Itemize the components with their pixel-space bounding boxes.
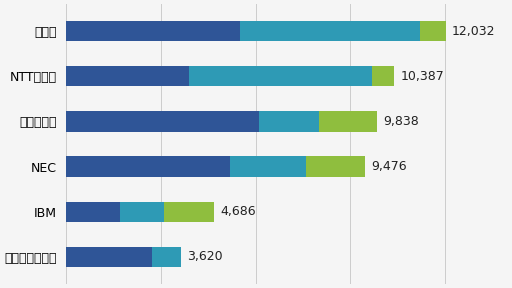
Bar <box>259 111 318 132</box>
Bar <box>164 202 214 222</box>
Bar <box>306 156 365 177</box>
Bar <box>67 111 259 132</box>
Bar <box>67 21 240 41</box>
Bar <box>372 66 394 86</box>
Text: 12,032: 12,032 <box>452 25 496 38</box>
Bar <box>189 66 372 86</box>
Text: 4,686: 4,686 <box>221 205 256 218</box>
Bar <box>419 21 446 41</box>
Bar <box>120 202 164 222</box>
Bar <box>67 66 189 86</box>
Text: 10,387: 10,387 <box>400 70 444 83</box>
Bar <box>67 247 152 267</box>
Text: 3,620: 3,620 <box>187 250 223 263</box>
Text: 9,476: 9,476 <box>372 160 407 173</box>
Bar <box>152 247 181 267</box>
Bar <box>67 202 120 222</box>
Bar <box>318 111 377 132</box>
Bar <box>240 21 419 41</box>
Text: 9,838: 9,838 <box>383 115 419 128</box>
Bar <box>67 156 230 177</box>
Bar <box>230 156 306 177</box>
